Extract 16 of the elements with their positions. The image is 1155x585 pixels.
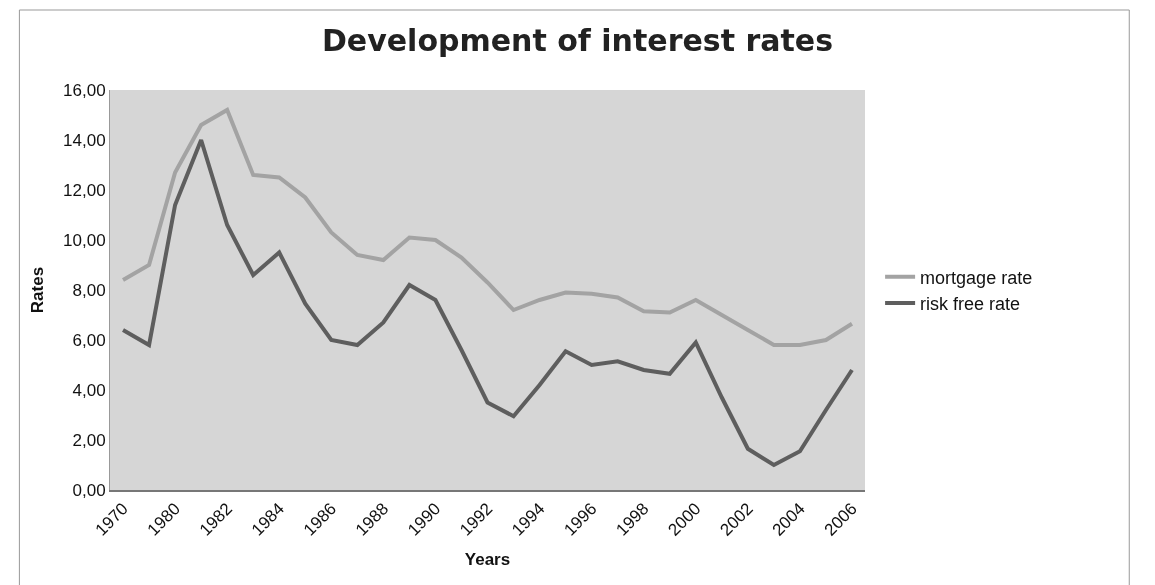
x-axis-title: Years [464,550,511,570]
y-tick-label: 2,00 [72,430,106,450]
y-tick-label: 14,00 [63,130,106,150]
legend-label: mortgage rate [920,267,1033,288]
y-tick-label: 8,00 [72,280,106,300]
y-tick-label: 4,00 [72,380,106,400]
line-series [121,138,854,467]
y-axis-title: Rates [27,266,47,314]
y-tick-label: 16,00 [63,80,106,100]
legend-label: risk free rate [920,294,1021,315]
y-tick-label: 10,00 [63,230,106,250]
line-series [121,108,854,347]
chart-title: Development of interest rates [321,23,834,59]
y-tick-label: 0,00 [72,480,106,500]
y-tick-label: 6,00 [72,330,106,350]
y-tick-label: 12,00 [63,180,106,200]
